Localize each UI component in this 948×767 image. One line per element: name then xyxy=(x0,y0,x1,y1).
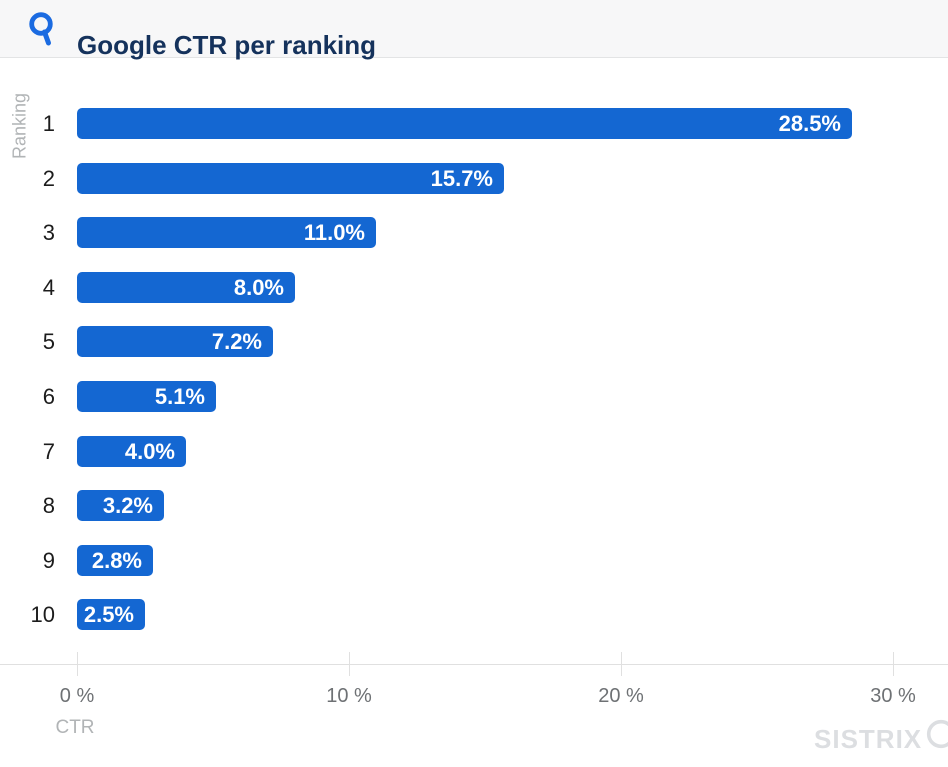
search-icon xyxy=(25,11,57,54)
bar-row: 3 11.0% xyxy=(0,217,948,249)
bar-value-label: 4.0% xyxy=(124,438,175,464)
category-label: 8 xyxy=(42,493,55,519)
bar-value-label: 11.0% xyxy=(303,220,365,246)
bar-value-label: 5.1% xyxy=(154,384,205,409)
x-tick-label: 0 % xyxy=(59,685,95,707)
x-tick-mark xyxy=(77,652,78,676)
bar-value-label: 2.5% xyxy=(83,602,134,628)
magnifier-icon xyxy=(927,719,948,748)
category-label: 2 xyxy=(42,165,55,191)
x-tick-mark xyxy=(621,652,622,676)
category-label: 7 xyxy=(42,438,55,464)
bar[interactable]: 15.7% xyxy=(77,162,504,194)
bar-row: 6 5.1% xyxy=(0,381,948,412)
bar[interactable]: 5.1% xyxy=(77,381,216,412)
category-label: 5 xyxy=(42,329,55,355)
watermark-logo[interactable]: SISTRIX xyxy=(814,719,948,756)
bar[interactable]: 2.5% xyxy=(77,599,145,631)
x-tick-label: 30 % xyxy=(870,685,916,707)
bar-value-label: 15.7% xyxy=(430,165,493,191)
x-tick-label: 10 % xyxy=(326,685,372,707)
bar-value-label: 7.2% xyxy=(211,329,262,355)
category-label: 1 xyxy=(42,111,55,136)
x-tick-mark xyxy=(893,652,894,676)
x-tick-label: 20 % xyxy=(598,685,644,707)
category-label: 4 xyxy=(42,274,55,300)
bar[interactable]: 2.8% xyxy=(77,544,153,576)
bar-row: 8 3.2% xyxy=(0,490,948,522)
category-label: 10 xyxy=(30,602,55,628)
x-tick-mark xyxy=(349,652,350,676)
chart-header: Google CTR per ranking xyxy=(0,0,948,60)
bar-row: 10 2.5% xyxy=(0,599,948,631)
category-label: 6 xyxy=(42,384,55,409)
bar-row: 9 2.8% xyxy=(0,544,948,576)
bar[interactable]: 3.2% xyxy=(77,490,164,522)
bar-value-label: 2.8% xyxy=(91,547,142,573)
bar-value-label: 3.2% xyxy=(102,493,153,519)
bar[interactable]: 28.5% xyxy=(77,108,852,139)
x-axis-title: CTR xyxy=(55,717,95,738)
category-label: 9 xyxy=(42,547,55,573)
category-label: 3 xyxy=(42,220,55,246)
watermark-text: SISTRIX xyxy=(814,723,923,754)
chart-title: Google CTR per ranking xyxy=(77,30,377,61)
bar-row: 1 28.5% xyxy=(0,108,948,139)
bar-row: 5 7.2% xyxy=(0,326,948,358)
bar[interactable]: 7.2% xyxy=(77,326,273,358)
bar-row: 4 8.0% xyxy=(0,271,948,303)
bar[interactable]: 4.0% xyxy=(77,435,186,467)
bar[interactable]: 11.0% xyxy=(77,217,376,249)
x-axis-line xyxy=(0,664,948,665)
bar-row: 7 4.0% xyxy=(0,435,948,467)
bar-value-label: 28.5% xyxy=(778,111,841,136)
bar-value-label: 8.0% xyxy=(233,274,284,300)
bar[interactable]: 8.0% xyxy=(77,271,295,303)
bar-row: 2 15.7% xyxy=(0,162,948,194)
